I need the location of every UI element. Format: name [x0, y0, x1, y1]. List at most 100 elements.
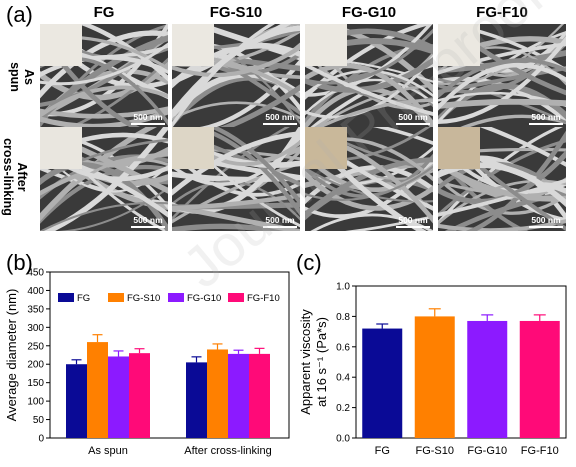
y-tick-label: 450 — [27, 268, 44, 279]
column-title-fg-s10: FG-S10 — [209, 4, 263, 21]
membrane-photo-inset — [438, 127, 480, 169]
legend-label-fg: FG — [77, 293, 90, 304]
membrane-photo-inset — [305, 24, 347, 66]
scale-bar-line — [396, 226, 430, 228]
fiber-texture — [40, 24, 168, 128]
panel-c-label: (c) — [296, 250, 322, 275]
y-axis-label: Average diameter (nm) — [4, 289, 19, 422]
bar-fg-0 — [66, 364, 87, 438]
chart-c-apparent-viscosity: 0.0 0.2 0.4 0.6 0.8 1.0 Apparent viscosity at 1… — [298, 282, 567, 457]
scale-bar-label: 500 nm — [531, 112, 561, 122]
y-tick-label: 0.6 — [336, 342, 350, 353]
membrane-photo-inset — [40, 24, 82, 66]
sem-image-fg-s10-after-cross-linking: 500 nm — [172, 127, 300, 231]
y-tick-label: 1.0 — [336, 282, 350, 293]
scale-bar-line — [529, 123, 563, 125]
legend-swatch-fg-s10 — [108, 293, 124, 302]
sem-image-fg-g10-as-spun: 500 nm — [305, 24, 433, 128]
column-title-fg-f10: FG-F10 — [476, 4, 528, 21]
fiber-texture — [438, 24, 566, 128]
row-label-after-line1: After — [15, 162, 29, 192]
x-category-label: After cross-linking — [184, 445, 271, 457]
scale-bar-line — [396, 123, 430, 125]
row-label-as-spun-line1: As — [22, 69, 36, 85]
scale-bar-line — [529, 226, 563, 228]
plot-frame — [355, 285, 567, 439]
x-category-label: FG-F10 — [521, 445, 559, 457]
row-label-after-line2: cross-linking — [1, 138, 15, 216]
sem-image-fg-after-cross-linking: 500 nm — [40, 127, 168, 231]
panel-a-label: (a) — [6, 2, 33, 27]
y-tick-label: 0.2 — [336, 403, 350, 414]
y-tick-label: 0.8 — [336, 312, 350, 323]
y-tick-label: 300 — [27, 323, 44, 334]
y-tick-label: 250 — [27, 341, 44, 352]
scale-bar-line — [263, 123, 297, 125]
scale-bar-label: 500 nm — [398, 215, 428, 225]
scale-bar: 500 nm — [131, 112, 165, 125]
scale-bar-line — [131, 226, 165, 228]
y-tick-label: 200 — [27, 360, 44, 371]
scale-bar-line — [131, 123, 165, 125]
membrane-photo-inset — [438, 24, 480, 66]
legend-swatch-fg — [58, 293, 74, 302]
y-tick-label: 0.0 — [336, 434, 350, 445]
y-tick-label: 350 — [27, 304, 44, 315]
scale-bar: 500 nm — [263, 112, 297, 125]
y-tick-label: 0.4 — [336, 373, 350, 384]
scale-bar-label: 500 nm — [133, 215, 163, 225]
y-tick-label: 100 — [27, 397, 44, 408]
scale-bar: 500 nm — [529, 215, 563, 228]
row-label-as-spun-line2: spun — [8, 62, 22, 92]
bar-fg-1 — [186, 362, 207, 438]
sem-image-fg-as-spun: 500 nm — [40, 24, 168, 128]
bar-fg-f10-0 — [129, 353, 150, 438]
scale-bar: 500 nm — [131, 215, 165, 228]
y-tick-label: 0 — [38, 434, 44, 445]
scale-bar: 500 nm — [263, 215, 297, 228]
scale-bar-line — [263, 226, 297, 228]
scale-bar: 500 nm — [529, 112, 563, 125]
y-tick-label: 50 — [33, 415, 45, 426]
bar-fg-s10-1 — [207, 349, 228, 438]
legend-swatch-fg-g10 — [168, 293, 184, 302]
bar-fg-g10-0 — [108, 356, 129, 438]
scale-bar-label: 500 nm — [265, 215, 295, 225]
row-label-as-spun: As spun — [8, 47, 36, 107]
sem-image-fg-f10-as-spun: 500 nm — [438, 24, 566, 128]
y-tick-label: 400 — [27, 286, 44, 297]
scale-bar-label: 500 nm — [531, 215, 561, 225]
bar-fg-g10 — [467, 320, 508, 438]
column-title-fg-g10: FG-G10 — [341, 4, 397, 21]
y-axis-label-line2: at 16 s⁻¹ (Pa*s) — [314, 317, 329, 407]
row-label-after-cross-linking: After cross-linking — [1, 122, 29, 232]
sem-image-fg-s10-as-spun: 500 nm — [172, 24, 300, 128]
x-category-label: As spun — [88, 445, 128, 457]
legend-swatch-fg-f10 — [228, 293, 244, 302]
bar-fg-g10-1 — [228, 353, 249, 438]
scale-bar: 500 nm — [396, 215, 430, 228]
legend-label-fg-g10: FG-G10 — [187, 293, 221, 304]
scale-bar-label: 500 nm — [265, 112, 295, 122]
membrane-photo-inset — [305, 127, 347, 169]
sem-image-fg-f10-after-cross-linking: 500 nm — [438, 127, 566, 231]
membrane-photo-inset — [172, 127, 214, 169]
legend-label-fg-s10: FG-S10 — [127, 293, 160, 304]
chart-b-average-diameter: 0 50 100 150 200 250 300 350 400 450 Average diame… — [4, 268, 290, 457]
bar-fg-s10 — [414, 316, 455, 438]
legend-label-fg-f10: FG-F10 — [247, 293, 280, 304]
bar-fg-s10-0 — [87, 342, 108, 438]
scale-bar-label: 500 nm — [398, 112, 428, 122]
membrane-photo-inset — [40, 127, 82, 169]
x-category-label: FG — [375, 445, 390, 457]
fiber-texture — [40, 127, 168, 231]
membrane-photo-inset — [172, 24, 214, 66]
fiber-texture — [305, 24, 433, 128]
y-tick-label: 150 — [27, 378, 44, 389]
y-axis-label-line1: Apparent viscosity — [298, 309, 313, 415]
scale-bar: 500 nm — [396, 112, 430, 125]
x-category-label: FG-G10 — [467, 445, 507, 457]
scale-bar-label: 500 nm — [133, 112, 163, 122]
bar-fg-f10-1 — [249, 353, 270, 438]
bar-fg — [362, 328, 403, 438]
